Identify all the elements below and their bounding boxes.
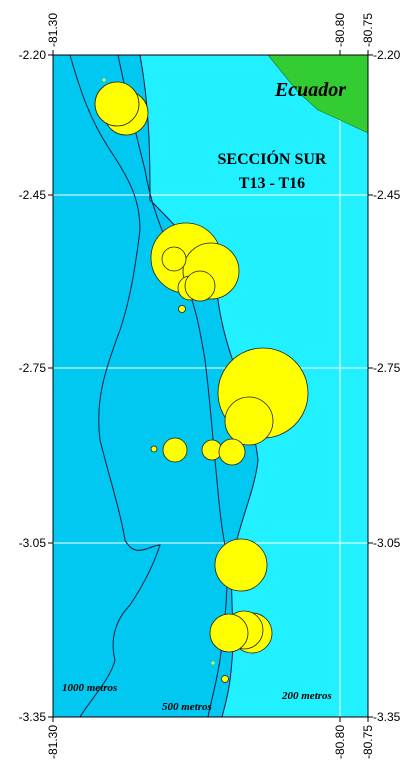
x-tick-top: -80.80 bbox=[333, 13, 347, 47]
bubble bbox=[224, 396, 274, 446]
x-tick-top: -80.75 bbox=[361, 13, 375, 47]
x-tick-bottom: -81.30 bbox=[46, 725, 60, 759]
depth-label-500: 500 metros bbox=[162, 701, 212, 713]
tick-marks bbox=[48, 50, 373, 722]
bubble bbox=[178, 305, 186, 313]
y-tick-left: -2.45 bbox=[19, 188, 47, 202]
bubble bbox=[209, 613, 249, 653]
y-tick-right: -2.45 bbox=[373, 188, 401, 202]
y-tick-left: -2.75 bbox=[19, 361, 47, 375]
y-tick-right: -3.05 bbox=[373, 536, 401, 550]
bubble bbox=[211, 661, 215, 665]
depth-label-1000: 1000 metros bbox=[62, 682, 117, 694]
y-tick-right: -2.20 bbox=[373, 48, 401, 62]
x-tick-top: -81.30 bbox=[46, 13, 60, 47]
x-tick-bottom: -80.80 bbox=[333, 725, 347, 759]
bubble bbox=[102, 78, 106, 82]
contour-1000m bbox=[69, 54, 161, 718]
catch-bubbles bbox=[94, 78, 309, 683]
bubble bbox=[218, 438, 246, 466]
map-frame bbox=[52, 54, 369, 718]
bubble bbox=[162, 437, 188, 463]
bubble bbox=[214, 538, 268, 592]
bubble bbox=[150, 445, 158, 453]
bubble bbox=[161, 246, 187, 272]
y-tick-right: -2.75 bbox=[373, 361, 401, 375]
x-tick-bottom: -80.75 bbox=[361, 725, 375, 759]
y-tick-left: -3.05 bbox=[19, 536, 47, 550]
y-tick-left: -3.35 bbox=[19, 710, 47, 724]
section-title-line1: SECCIÓN SUR bbox=[218, 149, 327, 168]
y-tick-right: -3.35 bbox=[373, 710, 401, 724]
depth-label-200: 200 metros bbox=[281, 690, 332, 702]
y-tick-left: -2.20 bbox=[19, 48, 47, 62]
bubble bbox=[94, 81, 140, 127]
section-title-line2: T13 - T16 bbox=[239, 175, 305, 192]
land-label: Ecuador bbox=[274, 79, 346, 101]
bubble bbox=[221, 675, 229, 683]
bubble bbox=[184, 270, 216, 302]
